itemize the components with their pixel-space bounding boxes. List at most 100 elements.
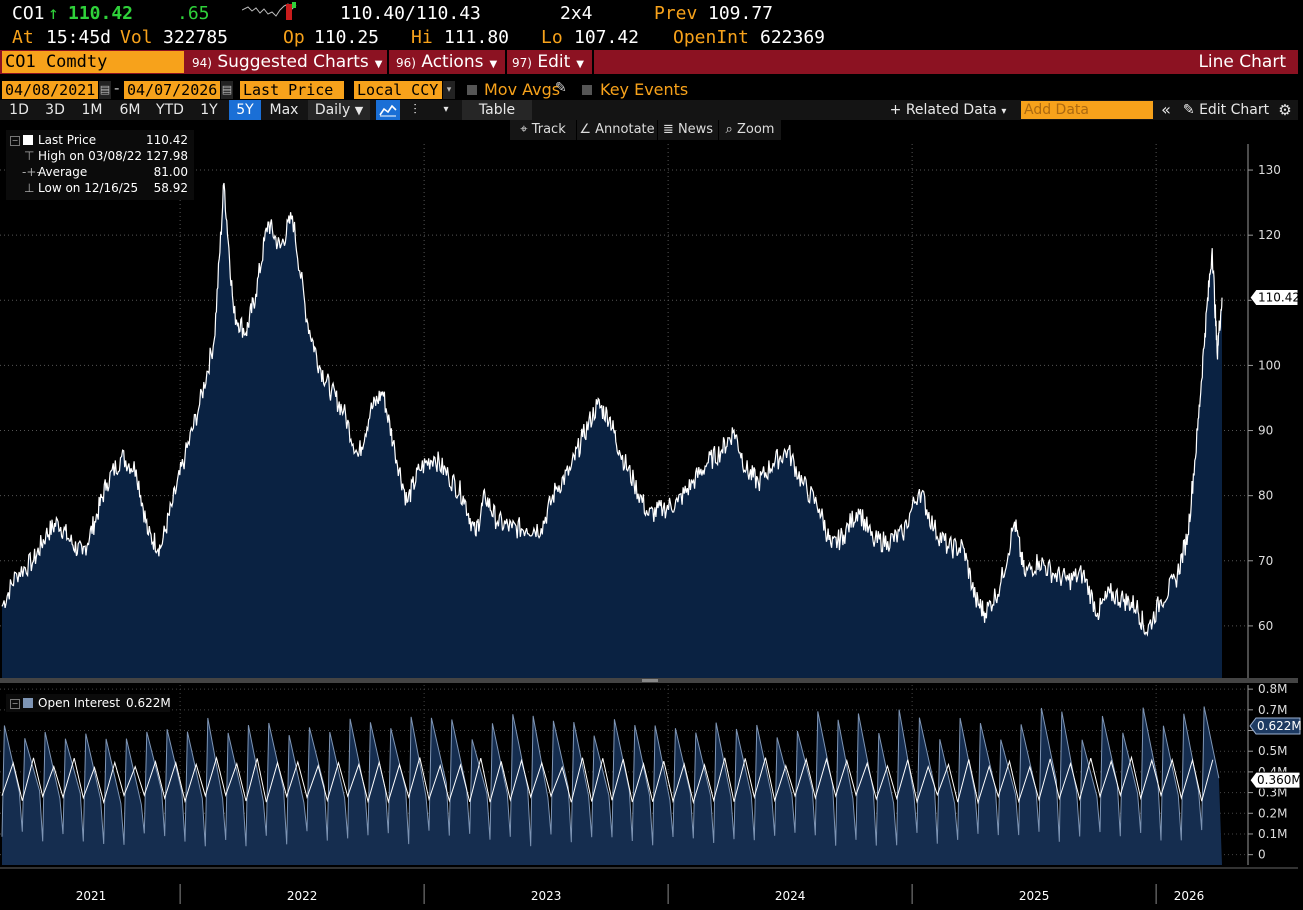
zoom-icon: ⌕ [725,122,733,137]
frequency-label: Daily [314,102,351,118]
chart-canvas[interactable]: 60708090100110120130110.42 00.1M0.2M0.3M… [0,120,1303,910]
range-3d[interactable]: 3D [45,102,65,118]
actions-menu[interactable]: 96) Actions ▼ [396,50,497,74]
security-input[interactable]: CO1 Comdty [2,51,184,73]
oi-tick-label: 0.2M [1258,806,1287,820]
track-button[interactable]: ⌖ Track [510,120,576,140]
year-label: 2022 [287,889,318,903]
price-tick-label: 100 [1258,358,1281,372]
vol-value: 322785 [163,27,229,48]
calendar-icon[interactable]: ▤ [221,81,233,99]
legend-high-value: 127.98 [146,149,188,163]
at-label: At [12,27,34,48]
line-chart-icon[interactable] [376,100,400,120]
year-label: 2021 [76,889,107,903]
end-date-input[interactable]: 04/07/2026 [124,81,220,99]
divider [592,50,594,74]
oi-tick-label: 0 [1258,848,1266,862]
edit-chart-label: Edit Chart [1199,102,1270,118]
range-1d[interactable]: 1D [9,102,29,118]
legend-low-label: Low on 12/16/25 [38,181,139,195]
annotate-label: Annotate [595,122,655,137]
price-tick-label: 60 [1258,619,1273,633]
series-swatch [23,698,33,708]
legend-low: ⊥ Low on 12/16/25 58.92 [6,180,194,196]
chart-toolbar: 1D 3D 1M 6M YTD 1Y 5Y Max Daily ▼ ⫶ ▾ Ta… [0,100,1298,120]
splitter-handle[interactable] [642,679,658,682]
oi-axis: 00.1M0.2M0.3M0.4M0.5M0.6M0.7M0.8M0.622M0… [1247,682,1302,865]
average-marker-icon: -+- [22,165,41,179]
oi-tick-label: 0.1M [1258,827,1287,841]
collapse-icon[interactable]: « [1161,100,1171,119]
oi-current-marker [1249,717,1301,735]
price-area [1,182,1223,678]
command-bar: CO1 Comdty 94) Suggested Charts ▼ 96) Act… [0,50,1298,74]
menu-number: 97) [512,56,532,70]
key-events-checkbox[interactable] [582,85,592,95]
legend-last[interactable]: − Last Price 110.42 [6,132,194,148]
menu-label: Actions [421,52,484,72]
pencil-icon[interactable]: ✎ [555,80,567,96]
frequency-select[interactable]: Daily ▼ [308,100,370,120]
dropdown-icon[interactable]: ▾ [443,81,455,99]
add-data-input[interactable]: Add Data [1021,101,1153,119]
legend-low-value: 58.92 [153,181,188,195]
openint-label: OpenInt [673,27,749,48]
bar-chart-icon[interactable]: ⫶ [413,102,417,118]
news-button[interactable]: ≣ News [658,120,718,140]
range-1y[interactable]: 1Y [200,102,218,118]
mov-avgs-checkbox[interactable] [467,85,477,95]
range-6m[interactable]: 6M [119,102,141,118]
collapse-box-icon[interactable]: − [10,136,20,146]
oi-legend[interactable]: − Open Interest 0.622M [6,694,171,712]
collapse-box-icon[interactable]: − [10,699,20,709]
price-tick-label: 90 [1258,424,1273,438]
annotate-button[interactable]: ∠ Annotate [577,120,657,140]
range-5y[interactable]: 5Y [229,100,261,120]
range-max[interactable]: Max [269,102,299,118]
prev-label: Prev [654,3,698,24]
volume-line [1,755,1214,805]
menu-number: 96) [396,56,416,70]
related-data-label: Related Data [905,102,997,118]
field-select[interactable]: Last Price [240,81,344,99]
oi-legend-value: 0.622M [126,696,171,710]
oi-current-marker-label: 0.622M [1257,719,1302,733]
year-label: 2023 [531,889,562,903]
date-separator: - [114,79,120,97]
legend-average-value: 81.00 [153,165,188,179]
range-ytd[interactable]: YTD [156,102,184,118]
plus-icon: + [889,102,902,118]
year-label: 2025 [1019,889,1050,903]
legend-high: ⊤ High on 03/08/22 127.98 [6,148,194,164]
chart-type-dropdown-icon[interactable]: ▾ [443,104,449,115]
oi-area-fill [2,706,1222,865]
zoom-button[interactable]: ⌕ Zoom [719,120,781,140]
oi-area [1,706,1222,865]
caret-down-icon: ▾ [1001,106,1007,117]
chart-type-title: Line Chart [1198,52,1286,72]
suggested-charts-menu[interactable]: 94) Suggested Charts ▼ [192,50,382,74]
year-label: 2026 [1174,889,1205,903]
oi-tick-label: 0.7M [1258,703,1287,717]
currency-select[interactable]: Local CCY [354,81,442,99]
related-data-menu[interactable]: + Related Data ▾ [886,100,1010,120]
openint-value: 622369 [760,27,826,48]
divider [505,50,507,74]
edit-menu[interactable]: 97) Edit ▼ [512,50,584,74]
edit-chart-button[interactable]: ✎ Edit Chart [1180,100,1272,120]
gear-icon[interactable]: ⚙ [1278,101,1292,119]
range-1m[interactable]: 1M [81,102,103,118]
menu-label: Edit [537,52,571,72]
bid-ask: 110.40/110.43 [340,3,481,24]
start-date-input[interactable]: 04/08/2021 [2,81,98,99]
open-value: 110.25 [314,27,380,48]
low-marker-icon: ⊥ [24,181,35,195]
sparkline-icon [242,2,297,20]
price-tick-label: 70 [1258,554,1273,568]
mov-avgs-label[interactable]: Mov Avgs [484,80,561,99]
calendar-icon[interactable]: ▤ [99,81,111,99]
table-button[interactable]: Table [462,100,532,120]
key-events-label[interactable]: Key Events [600,80,689,99]
line-chart-glyph [379,104,397,117]
